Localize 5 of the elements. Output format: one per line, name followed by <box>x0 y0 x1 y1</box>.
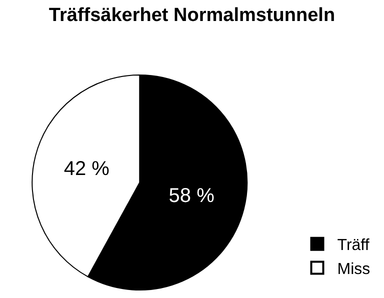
chart-title: Träffsäkerhet Normalmstunneln <box>48 4 336 26</box>
legend-label: Miss <box>337 260 370 278</box>
legend-label: Träff <box>337 237 370 254</box>
data-label: 42 % <box>64 158 110 180</box>
data-label: 58 % <box>168 184 215 207</box>
